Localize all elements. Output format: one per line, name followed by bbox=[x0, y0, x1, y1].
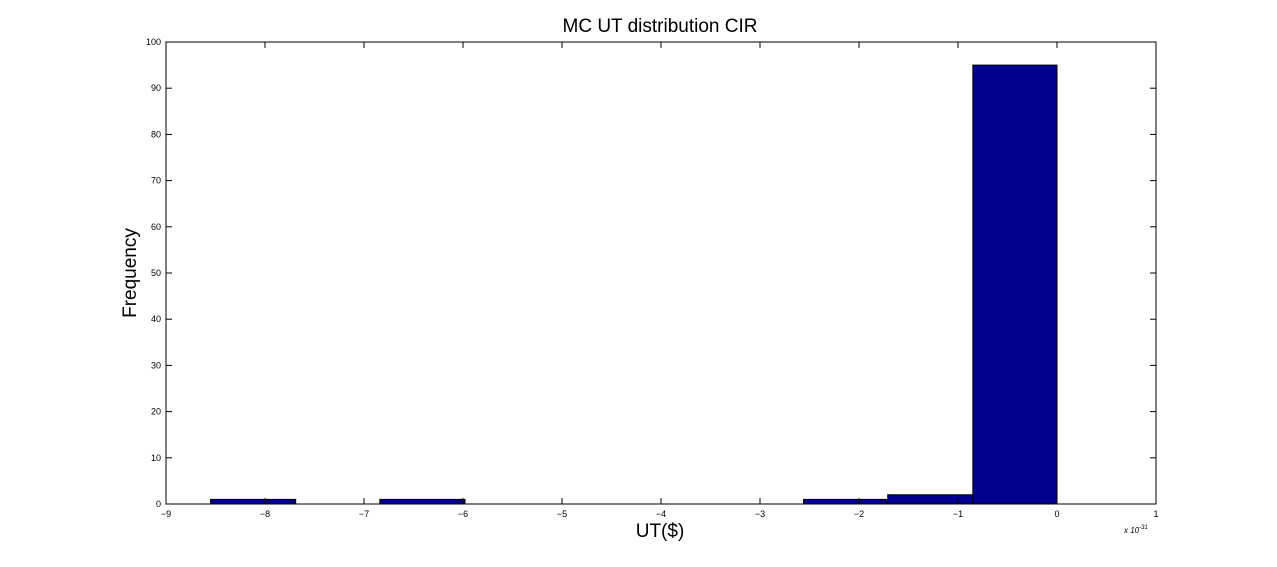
y-tick-label: 20 bbox=[151, 407, 161, 417]
y-tick-label: 30 bbox=[151, 360, 161, 370]
x-tick-label: −6 bbox=[458, 509, 468, 519]
x-tick-label: −3 bbox=[755, 509, 765, 519]
y-tick-label: 80 bbox=[151, 129, 161, 139]
x-tick-label: 0 bbox=[1054, 509, 1059, 519]
y-tick-label: 50 bbox=[151, 268, 161, 278]
x-tick-label: −1 bbox=[953, 509, 963, 519]
y-tick-label: 70 bbox=[151, 176, 161, 186]
y-tick-label: 10 bbox=[151, 453, 161, 463]
x-tick-label: −9 bbox=[161, 509, 171, 519]
histogram-bar bbox=[803, 498, 889, 505]
histogram-bar bbox=[379, 498, 466, 505]
x-tick-label: −5 bbox=[557, 509, 567, 519]
y-tick-label: 0 bbox=[156, 499, 161, 509]
bars-group bbox=[210, 64, 1058, 505]
y-tick-label: 90 bbox=[151, 83, 161, 93]
x-tick-label: −8 bbox=[260, 509, 270, 519]
chart-title: MC UT distribution CIR bbox=[563, 16, 758, 37]
x-tick-label: −7 bbox=[359, 509, 369, 519]
y-tick-label: 100 bbox=[146, 37, 161, 47]
x-tick-label: −4 bbox=[656, 509, 666, 519]
y-axis-label: Frequency bbox=[120, 228, 141, 318]
y-tick-label: 40 bbox=[151, 314, 161, 324]
histogram-bar bbox=[972, 64, 1058, 505]
x-axis-label: UT($) bbox=[636, 521, 685, 542]
x-axis-exponent-power: -31 bbox=[1139, 525, 1148, 531]
x-tick-label: −2 bbox=[854, 509, 864, 519]
x-axis-exponent: x 10-31 bbox=[1123, 525, 1148, 535]
x-axis-exponent-base: x 10 bbox=[1123, 526, 1140, 535]
y-tick-label: 60 bbox=[151, 222, 161, 232]
histogram-bar bbox=[887, 494, 974, 505]
x-tick-label: 1 bbox=[1153, 509, 1158, 519]
axis-ticks: −9 −8 −7 −6 −5 −4 −3 −2 −1 0 101020304050607080901… bbox=[146, 37, 1159, 519]
histogram-bar bbox=[210, 498, 297, 505]
